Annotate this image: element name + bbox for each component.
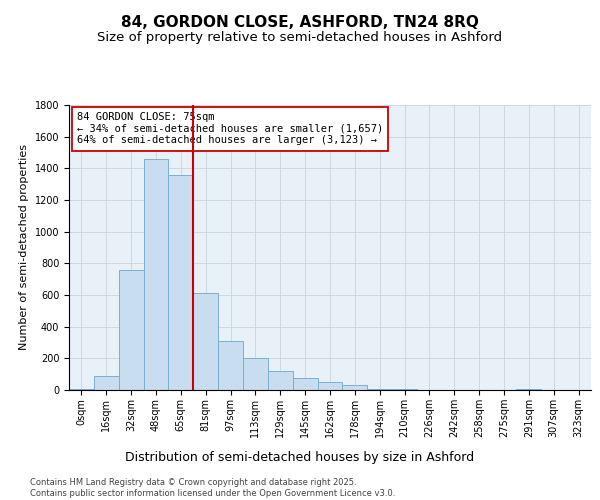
Bar <box>218 341 243 390</box>
Bar <box>367 389 392 390</box>
Text: Contains HM Land Registry data © Crown copyright and database right 2025.
Contai: Contains HM Land Registry data © Crown c… <box>30 478 395 498</box>
Text: Distribution of semi-detached houses by size in Ashford: Distribution of semi-detached houses by … <box>125 451 475 464</box>
Bar <box>268 371 293 390</box>
Text: 84, GORDON CLOSE, ASHFORD, TN24 8RQ: 84, GORDON CLOSE, ASHFORD, TN24 8RQ <box>121 15 479 30</box>
Bar <box>293 378 317 390</box>
Bar <box>193 294 218 390</box>
Bar <box>119 270 143 390</box>
Bar <box>317 382 343 390</box>
Bar <box>517 389 541 390</box>
Y-axis label: Number of semi-detached properties: Number of semi-detached properties <box>19 144 29 350</box>
Text: 84 GORDON CLOSE: 75sqm
← 34% of semi-detached houses are smaller (1,657)
64% of : 84 GORDON CLOSE: 75sqm ← 34% of semi-det… <box>77 112 383 146</box>
Text: Size of property relative to semi-detached houses in Ashford: Size of property relative to semi-detach… <box>97 31 503 44</box>
Bar <box>69 389 94 390</box>
Bar <box>94 376 119 390</box>
Bar <box>169 174 193 390</box>
Bar <box>343 385 367 390</box>
Bar <box>143 159 169 390</box>
Bar <box>243 358 268 390</box>
Bar <box>392 389 417 390</box>
